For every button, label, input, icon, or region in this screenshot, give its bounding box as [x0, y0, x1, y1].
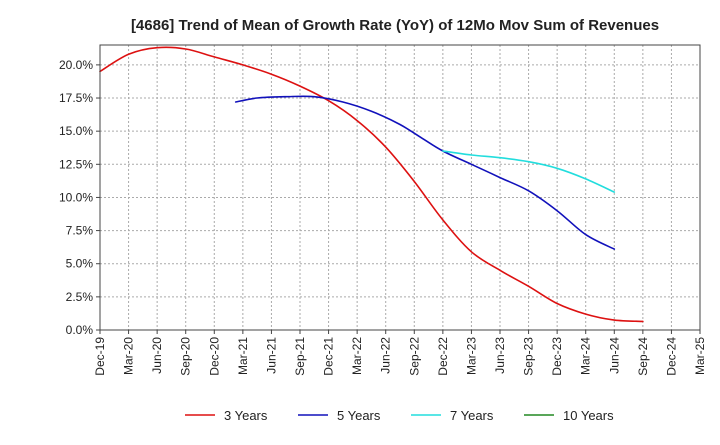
- x-tick-label: Sep-22: [407, 337, 421, 376]
- y-tick-label: 10.0%: [59, 190, 93, 204]
- x-tick-label: Mar-24: [579, 337, 593, 375]
- x-tick-label: Jun-20: [150, 337, 164, 374]
- legend-label-5-years: 5 Years: [337, 408, 381, 423]
- x-tick-label: Dec-24: [664, 337, 678, 376]
- y-tick-label: 2.5%: [66, 290, 94, 304]
- y-tick-label: 12.5%: [59, 157, 93, 171]
- chart-title: [4686] Trend of Mean of Growth Rate (YoY…: [131, 17, 659, 34]
- plot-background: [100, 45, 700, 330]
- x-tick-label: Mar-25: [693, 337, 707, 375]
- x-tick-label: Mar-23: [464, 337, 478, 375]
- y-tick-label: 0.0%: [66, 323, 94, 337]
- axes: 0.0% 2.5% 5.0% 7.5% 10.0% 12.5% 15.0% 17.5% 20.0…: [59, 44, 707, 376]
- x-tick-label: Sep-23: [522, 337, 536, 376]
- legend-label-10-years: 10 Years: [563, 408, 614, 423]
- x-tick-label: Sep-20: [179, 337, 193, 376]
- x-tick-label: Jun-23: [493, 337, 507, 374]
- y-tick-label: 20.0%: [59, 58, 93, 72]
- x-tick-label: Mar-20: [122, 337, 136, 375]
- x-tick-label: Mar-21: [236, 337, 250, 375]
- legend-label-3-years: 3 Years: [224, 408, 268, 423]
- legend: 3 Years 5 Years 7 Years 10 Years: [185, 408, 614, 423]
- series-lines: [99, 46, 644, 323]
- x-tick-label: Dec-23: [550, 337, 564, 376]
- plot-area: [100, 45, 700, 330]
- y-tick-label: 15.0%: [59, 124, 93, 138]
- x-tick-label: Sep-21: [293, 337, 307, 376]
- x-tick-label: Sep-24: [636, 337, 650, 376]
- series-line-3-years: [99, 46, 644, 323]
- series-line-7-years: [442, 150, 616, 193]
- x-tick-label: Dec-21: [322, 337, 336, 376]
- y-tick-label: 17.5%: [59, 91, 93, 105]
- series-line-5-years: [234, 95, 616, 250]
- legend-label-7-years: 7 Years: [450, 408, 494, 423]
- x-tick-label: Jun-22: [379, 337, 393, 374]
- x-tick-label: Jun-21: [264, 337, 278, 374]
- x-tick-label: Dec-20: [207, 337, 221, 376]
- plot-frame: [99, 44, 701, 331]
- x-tick-label: Dec-22: [436, 337, 450, 376]
- x-tick-label: Dec-19: [93, 337, 107, 376]
- x-tick-label: Mar-22: [350, 337, 364, 375]
- x-tick-label: Jun-24: [607, 337, 621, 374]
- y-tick-label: 5.0%: [66, 257, 94, 271]
- y-tick-label: 7.5%: [66, 224, 94, 238]
